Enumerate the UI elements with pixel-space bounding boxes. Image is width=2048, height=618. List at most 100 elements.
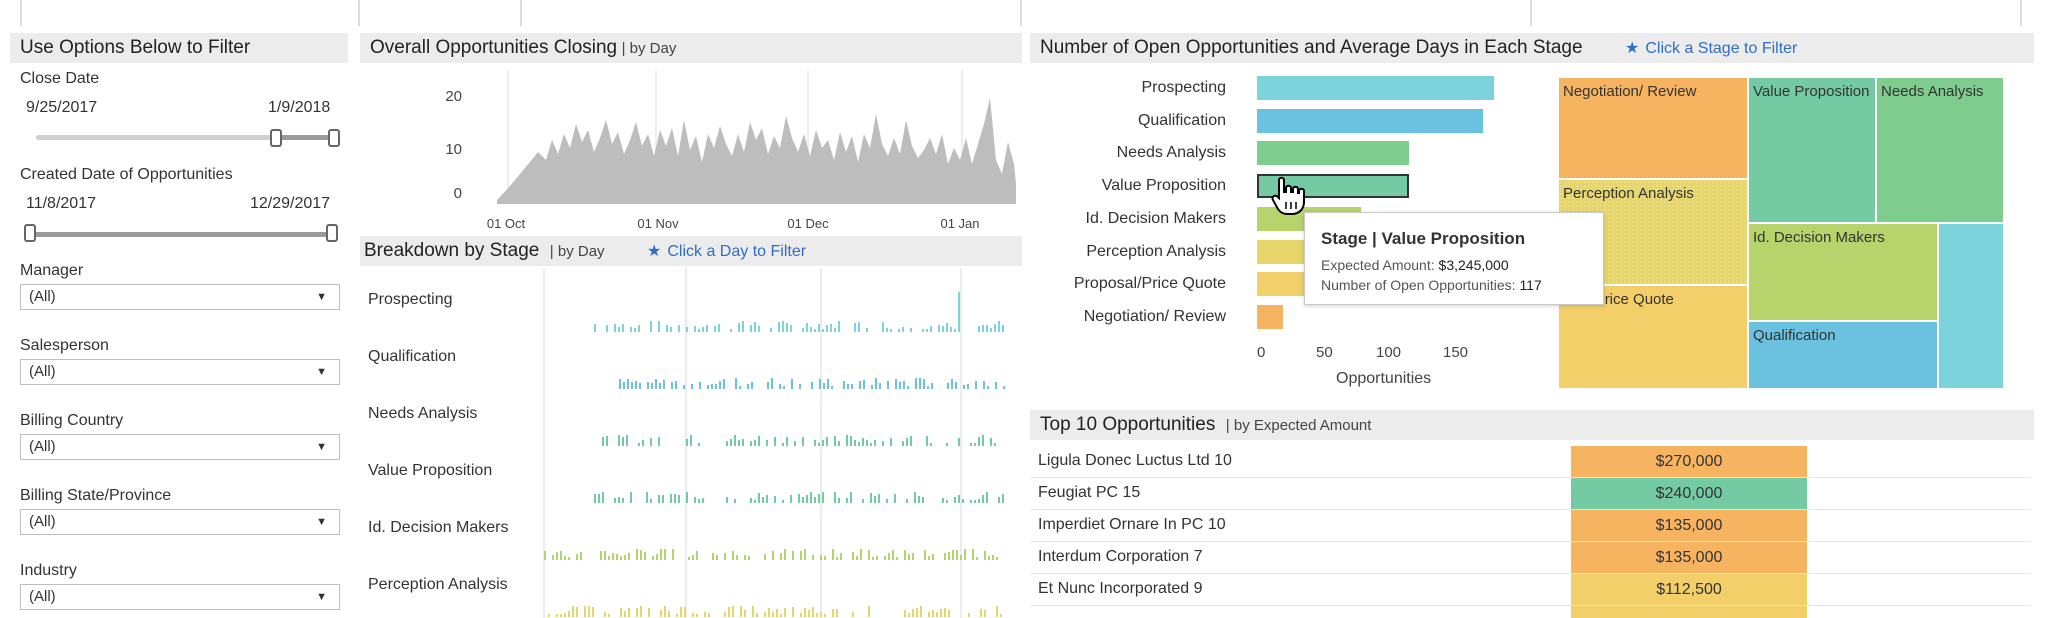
breakdown-day-bar[interactable]	[768, 608, 770, 617]
breakdown-day-bar[interactable]	[754, 322, 756, 332]
breakdown-day-bar[interactable]	[870, 443, 872, 446]
breakdown-day-bar[interactable]	[868, 606, 870, 617]
breakdown-day-bar[interactable]	[568, 611, 570, 617]
breakdown-day-bar[interactable]	[818, 494, 820, 503]
breakdown-day-bar[interactable]	[600, 551, 602, 560]
breakdown-day-bar[interactable]	[628, 553, 630, 560]
breakdown-day-bar[interactable]	[691, 384, 693, 389]
breakdown-day-bar[interactable]	[870, 493, 872, 503]
breakdown-day-bar[interactable]	[730, 329, 732, 332]
industry-dropdown[interactable]: (All) ▼	[20, 584, 340, 610]
breakdown-day-bar[interactable]	[711, 384, 713, 389]
breakdown-day-bar[interactable]	[811, 382, 813, 389]
breakdown-day-bar[interactable]	[846, 498, 848, 503]
breakdown-stage-perception-analysis[interactable]: Perception Analysis	[368, 576, 508, 593]
breakdown-day-bar[interactable]	[910, 436, 912, 446]
breakdown-day-bar[interactable]	[692, 613, 694, 617]
breakdown-day-bar[interactable]	[708, 613, 710, 617]
breakdown-day-bar[interactable]	[967, 384, 969, 389]
breakdown-day-bar[interactable]	[947, 383, 949, 389]
breakdown-day-bar[interactable]	[776, 609, 778, 617]
breakdown-day-bar[interactable]	[640, 550, 642, 560]
breakdown-day-bar[interactable]	[896, 557, 898, 560]
breakdown-day-bar[interactable]	[974, 443, 976, 446]
breakdown-day-bar[interactable]	[932, 610, 934, 617]
breakdown-day-bar[interactable]	[970, 443, 972, 446]
breakdown-day-bar[interactable]	[820, 555, 822, 560]
breakdown-day-bar[interactable]	[719, 381, 721, 389]
breakdown-day-bar[interactable]	[922, 497, 924, 503]
breakdown-day-bar[interactable]	[912, 553, 914, 560]
breakdown-day-bar[interactable]	[694, 326, 696, 332]
breakdown-day-bar[interactable]	[908, 554, 910, 560]
breakdown-stage-value-proposition[interactable]: Value Proposition	[368, 462, 493, 479]
breakdown-day-bar[interactable]	[914, 492, 916, 503]
breakdown-day-bar[interactable]	[671, 382, 673, 389]
breakdown-day-bar[interactable]	[898, 329, 900, 332]
breakdown-day-bar[interactable]	[622, 437, 624, 446]
breakdown-day-bar[interactable]	[675, 381, 677, 389]
breakdown-day-bar[interactable]	[876, 556, 878, 560]
breakdown-day-bar[interactable]	[940, 609, 942, 617]
breakdown-day-bar[interactable]	[726, 441, 728, 446]
breakdown-stage-qualification[interactable]: Qualification	[368, 348, 457, 365]
breakdown-day-bar[interactable]	[650, 438, 652, 446]
breakdown-day-bar[interactable]	[636, 549, 638, 560]
breakdown-sparklines[interactable]	[514, 268, 1022, 618]
breakdown-day-bar[interactable]	[804, 549, 806, 560]
breakdown-day-bar[interactable]	[726, 497, 728, 503]
breakdown-day-bar[interactable]	[812, 607, 814, 617]
breakdown-day-bar[interactable]	[922, 329, 924, 332]
table-row[interactable]: Feugiat PC 15 $240,000	[1030, 478, 2030, 510]
breakdown-day-bar[interactable]	[662, 495, 664, 503]
breakdown-day-bar[interactable]	[980, 609, 982, 617]
breakdown-day-bar[interactable]	[792, 551, 794, 560]
breakdown-day-bar[interactable]	[630, 327, 632, 332]
breakdown-day-bar[interactable]	[930, 443, 932, 446]
breakdown-day-bar[interactable]	[750, 325, 752, 332]
breakdown-day-bar[interactable]	[735, 378, 737, 389]
breakdown-day-bar[interactable]	[767, 382, 769, 389]
breakdown-day-bar[interactable]	[946, 500, 948, 503]
breakdown-day-bar[interactable]	[638, 443, 640, 446]
breakdown-day-bar[interactable]	[592, 607, 594, 617]
bar-label[interactable]: Id. Decision Makers	[1085, 209, 1227, 227]
breakdown-day-bar[interactable]	[724, 553, 726, 560]
breakdown-day-bar[interactable]	[780, 553, 782, 560]
breakdown-day-bar[interactable]	[838, 441, 840, 446]
breakdown-stage-prospecting[interactable]: Prospecting	[368, 291, 453, 308]
breakdown-day-bar[interactable]	[802, 328, 804, 332]
breakdown-day-bar[interactable]	[886, 499, 888, 503]
breakdown-day-bar[interactable]	[822, 492, 824, 503]
breakdown-day-bar[interactable]	[686, 327, 688, 332]
breakdown-day-bar[interactable]	[642, 440, 644, 446]
close-date-end[interactable]: 1/9/2018	[268, 99, 331, 116]
breakdown-day-bar[interactable]	[716, 555, 718, 560]
breakdown-day-bar[interactable]	[631, 382, 633, 389]
breakdown-day-bar[interactable]	[994, 443, 996, 446]
breakdown-day-bar[interactable]	[834, 492, 836, 503]
breakdown-day-bar[interactable]	[804, 608, 806, 617]
breakdown-day-bar[interactable]	[706, 325, 708, 332]
breakdown-day-bar[interactable]	[919, 378, 921, 389]
breakdown-day-bar[interactable]	[1002, 494, 1004, 503]
breakdown-day-bar[interactable]	[672, 549, 674, 560]
breakdown-day-bar[interactable]	[944, 608, 946, 617]
breakdown-day-bar[interactable]	[786, 437, 788, 446]
breakdown-day-bar[interactable]	[678, 495, 680, 503]
breakdown-day-bar[interactable]	[791, 379, 793, 389]
breakdown-day-bar[interactable]	[948, 610, 950, 617]
breakdown-day-bar[interactable]	[660, 549, 662, 560]
breakdown-day-bar[interactable]	[887, 381, 889, 389]
breakdown-day-bar[interactable]	[756, 613, 758, 617]
billing-state-dropdown[interactable]: (All) ▼	[20, 509, 340, 535]
breakdown-day-bar[interactable]	[704, 612, 706, 617]
breakdown-day-bar[interactable]	[814, 440, 816, 446]
breakdown-day-bar[interactable]	[810, 492, 812, 503]
breakdown-day-bar[interactable]	[954, 497, 956, 503]
breakdown-day-bar[interactable]	[778, 322, 780, 332]
breakdown-day-bar[interactable]	[784, 549, 786, 560]
breakdown-day-bar[interactable]	[694, 497, 696, 503]
breakdown-day-bar[interactable]	[651, 383, 653, 389]
bar-label[interactable]: Value Proposition	[1101, 177, 1226, 195]
